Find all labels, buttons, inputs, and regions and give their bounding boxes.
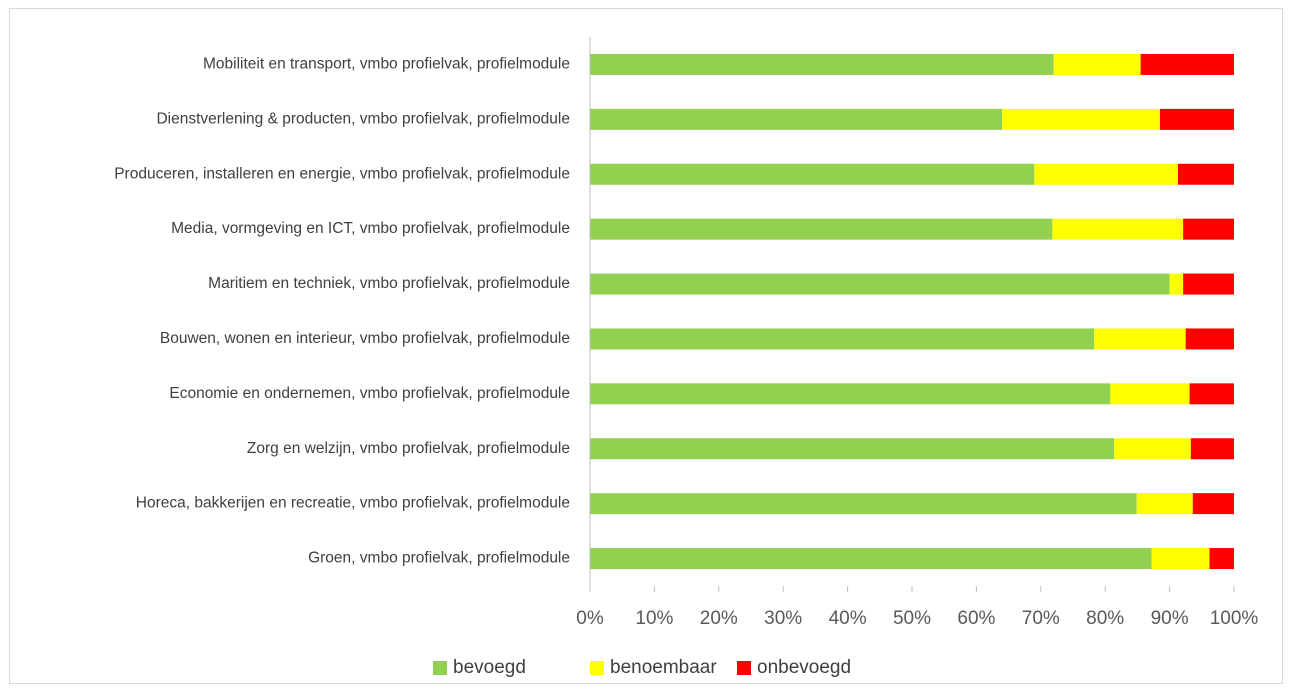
bar-benoembaar-6: [1110, 383, 1190, 405]
x-tick-label: 50%: [893, 608, 931, 629]
bar-benoembaar-8: [1136, 493, 1193, 515]
category-label: Bouwen, wonen en interieur, vmbo profiel…: [160, 330, 570, 347]
bar-onbevoegd-8: [1192, 493, 1234, 515]
bar-onbevoegd-4: [1183, 273, 1234, 295]
stacked-bar-chart: Mobiliteit en transport, vmbo profielvak…: [114, 37, 1258, 678]
bar-bevoegd-6: [590, 383, 1111, 405]
category-label: Horeca, bakkerijen en recreatie, vmbo pr…: [136, 495, 570, 512]
bar-bevoegd-7: [590, 438, 1115, 460]
bar-bevoegd-1: [590, 108, 1003, 130]
x-tick-label: 0%: [576, 608, 604, 629]
legend-label-onbevoegd: onbevoegd: [757, 657, 851, 678]
bar-bevoegd-9: [590, 548, 1152, 570]
bar-benoembaar-2: [1034, 163, 1178, 185]
bar-onbevoegd-3: [1183, 218, 1234, 240]
bar-benoembaar-3: [1052, 218, 1184, 240]
bar-bevoegd-2: [590, 163, 1035, 185]
legend-swatch-bevoegd: [433, 661, 447, 675]
bar-benoembaar-0: [1053, 53, 1141, 75]
legend-label-benoembaar: benoembaar: [610, 657, 717, 678]
legend: bevoegd benoembaar onbevoegd: [433, 657, 851, 678]
legend-label-bevoegd: bevoegd: [453, 657, 526, 678]
category-label: Produceren, installeren en energie, vmbo…: [114, 165, 570, 182]
bar-benoembaar-1: [1002, 108, 1160, 130]
category-label: Zorg en welzijn, vmbo profielvak, profie…: [247, 440, 570, 457]
bar-onbevoegd-2: [1177, 163, 1234, 185]
category-labels: Mobiliteit en transport, vmbo profielvak…: [114, 56, 570, 567]
axis-layer: [589, 37, 1235, 592]
bar-benoembaar-9: [1151, 548, 1210, 570]
category-label: Media, vormgeving en ICT, vmbo profielva…: [171, 220, 570, 237]
bars-layer: [590, 53, 1234, 570]
bar-onbevoegd-6: [1189, 383, 1234, 405]
bar-onbevoegd-0: [1140, 53, 1234, 75]
x-tick-label: 30%: [764, 608, 802, 629]
category-label: Maritiem en techniek, vmbo profielvak, p…: [208, 275, 570, 292]
x-tick-label: 20%: [700, 608, 738, 629]
x-tick-label: 80%: [1086, 608, 1124, 629]
legend-swatch-onbevoegd: [737, 661, 751, 675]
bar-bevoegd-3: [590, 218, 1053, 240]
x-tick-label: 60%: [957, 608, 995, 629]
bar-bevoegd-8: [590, 493, 1137, 515]
bar-onbevoegd-5: [1185, 328, 1234, 350]
bar-benoembaar-4: [1169, 273, 1184, 295]
bar-onbevoegd-9: [1209, 548, 1234, 570]
legend-swatch-benoembaar: [590, 661, 604, 675]
chart-frame: Mobiliteit en transport, vmbo profielvak…: [9, 8, 1283, 684]
category-label: Mobiliteit en transport, vmbo profielvak…: [203, 56, 570, 73]
category-label: Economie en ondernemen, vmbo profielvak,…: [169, 385, 570, 402]
bar-onbevoegd-1: [1159, 108, 1234, 130]
x-tick-label: 100%: [1210, 608, 1259, 629]
bar-bevoegd-0: [590, 53, 1054, 75]
x-tick-label: 90%: [1151, 608, 1189, 629]
bar-benoembaar-5: [1094, 328, 1186, 350]
category-label: Groen, vmbo profielvak, profielmodule: [308, 550, 570, 567]
bar-benoembaar-7: [1114, 438, 1191, 460]
x-tick-label: 70%: [1022, 608, 1060, 629]
bar-bevoegd-4: [590, 273, 1170, 295]
category-label: Dienstverlening & producten, vmbo profie…: [156, 110, 570, 127]
bar-bevoegd-5: [590, 328, 1095, 350]
bar-onbevoegd-7: [1190, 438, 1234, 460]
x-tick-labels: 0% 10% 20% 30% 40% 50% 60% 70% 80% 90% 100%: [576, 608, 1258, 629]
x-tick-label: 10%: [635, 608, 673, 629]
x-tick-label: 40%: [829, 608, 867, 629]
